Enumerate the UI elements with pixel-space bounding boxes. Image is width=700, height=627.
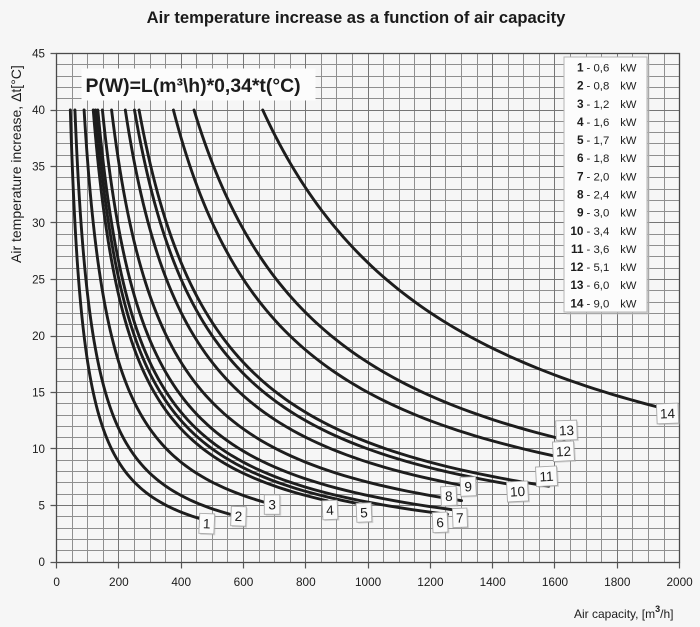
svg-text:- 9,0: - 9,0 — [587, 298, 610, 310]
svg-text:800: 800 — [296, 575, 316, 589]
svg-text:kW: kW — [620, 135, 637, 147]
svg-text:P(W)=L(m³\h)*0,34*t(°C): P(W)=L(m³\h)*0,34*t(°C) — [85, 75, 300, 97]
svg-text:1800: 1800 — [604, 575, 631, 589]
svg-text:- 0,6: - 0,6 — [587, 63, 610, 75]
svg-text:- 1,8: - 1,8 — [587, 153, 610, 165]
svg-text:2000: 2000 — [666, 575, 693, 589]
svg-text:25: 25 — [32, 274, 45, 287]
svg-text:- 3,0: - 3,0 — [587, 208, 610, 220]
svg-text:2: 2 — [577, 79, 584, 93]
svg-text:7: 7 — [456, 510, 464, 525]
svg-text:30: 30 — [32, 217, 45, 230]
svg-text:13: 13 — [570, 278, 584, 292]
svg-text:3: 3 — [577, 97, 584, 111]
svg-text:3: 3 — [268, 497, 276, 512]
svg-text:- 0,8: - 0,8 — [587, 81, 610, 93]
svg-text:kW: kW — [620, 81, 637, 93]
svg-text:kW: kW — [620, 153, 637, 165]
svg-text:0: 0 — [53, 575, 60, 589]
svg-text:8: 8 — [445, 489, 453, 504]
svg-text:5: 5 — [577, 133, 584, 147]
svg-text:15: 15 — [32, 387, 45, 400]
svg-text:1400: 1400 — [480, 575, 507, 589]
svg-text:12: 12 — [556, 444, 572, 460]
svg-text:45: 45 — [32, 48, 45, 61]
svg-text:kW: kW — [620, 171, 637, 183]
svg-text:9: 9 — [577, 206, 584, 220]
svg-text:kW: kW — [620, 298, 637, 310]
svg-text:kW: kW — [620, 190, 637, 202]
svg-text:2: 2 — [234, 509, 242, 524]
svg-text:1600: 1600 — [542, 575, 569, 589]
svg-text:kW: kW — [620, 208, 637, 220]
svg-text:4: 4 — [577, 115, 584, 129]
svg-text:14: 14 — [660, 406, 676, 422]
svg-text:Air temperature increase as a: Air temperature increase as a function o… — [147, 8, 566, 27]
svg-text:kW: kW — [620, 117, 637, 129]
svg-text:200: 200 — [109, 575, 129, 589]
svg-text:7: 7 — [577, 169, 584, 183]
svg-text:- 3,6: - 3,6 — [587, 244, 610, 256]
svg-text:Air capacity, [m3/h]: Air capacity, [m3/h] — [574, 604, 674, 621]
svg-text:- 2,0: - 2,0 — [587, 171, 610, 183]
svg-text:10: 10 — [570, 224, 584, 238]
svg-text:0: 0 — [39, 556, 45, 569]
svg-text:- 3,4: - 3,4 — [587, 226, 610, 238]
svg-text:13: 13 — [559, 423, 575, 439]
svg-text:- 1,7: - 1,7 — [587, 135, 610, 147]
svg-text:6: 6 — [577, 151, 584, 165]
svg-text:kW: kW — [620, 280, 637, 292]
svg-text:kW: kW — [620, 244, 637, 256]
svg-text:1200: 1200 — [417, 575, 444, 589]
svg-text:kW: kW — [620, 262, 637, 274]
svg-text:kW: kW — [620, 63, 637, 75]
svg-text:10: 10 — [510, 484, 526, 500]
svg-text:20: 20 — [32, 330, 45, 343]
svg-text:- 2,4: - 2,4 — [587, 190, 610, 202]
svg-text:9: 9 — [464, 479, 472, 494]
svg-text:- 1,2: - 1,2 — [587, 99, 610, 111]
svg-text:6: 6 — [436, 515, 444, 530]
svg-text:5: 5 — [39, 500, 45, 513]
svg-text:1000: 1000 — [355, 575, 382, 589]
svg-text:Air temperature increase, Δt[°: Air temperature increase, Δt[°C] — [8, 65, 24, 263]
svg-text:- 1,6: - 1,6 — [587, 117, 610, 129]
svg-text:1: 1 — [203, 516, 211, 531]
svg-text:8: 8 — [577, 188, 584, 202]
svg-text:40: 40 — [32, 104, 45, 117]
svg-text:- 5,1: - 5,1 — [587, 262, 610, 274]
svg-text:kW: kW — [620, 226, 637, 238]
svg-text:kW: kW — [620, 99, 637, 111]
svg-text:400: 400 — [171, 575, 191, 589]
svg-text:35: 35 — [32, 161, 45, 174]
svg-text:5: 5 — [360, 505, 368, 520]
svg-text:1: 1 — [577, 61, 584, 75]
svg-text:600: 600 — [234, 575, 254, 589]
svg-text:12: 12 — [570, 260, 584, 274]
svg-text:11: 11 — [539, 469, 554, 485]
svg-text:11: 11 — [571, 242, 584, 256]
svg-text:- 6,0: - 6,0 — [587, 280, 610, 292]
svg-text:14: 14 — [570, 296, 584, 310]
svg-text:10: 10 — [32, 443, 45, 456]
svg-text:4: 4 — [326, 503, 335, 518]
